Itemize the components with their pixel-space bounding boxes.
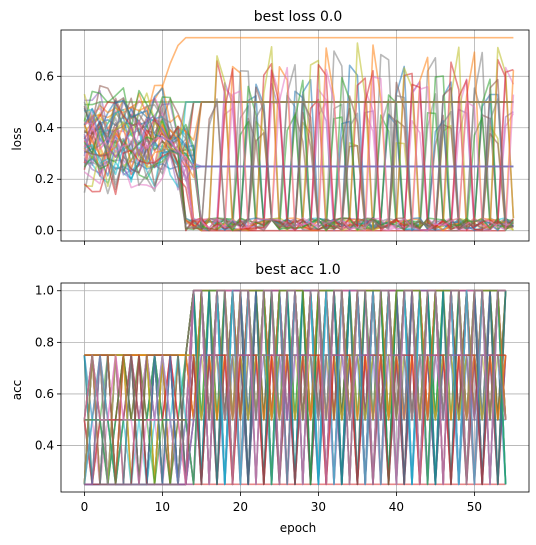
series-line xyxy=(83,36,514,134)
y-tick-label: 0.4 xyxy=(35,439,54,453)
x-tick-label: 30 xyxy=(311,500,326,514)
series-line xyxy=(84,66,515,231)
y-tick-label: 0.2 xyxy=(35,172,54,186)
top-chart-title: best loss 0.0 xyxy=(254,9,343,25)
y-tick-label: 0.0 xyxy=(35,224,54,238)
x-tick-label: 20 xyxy=(233,500,248,514)
series-lines xyxy=(83,289,507,486)
x-tick-label: 0 xyxy=(81,500,89,514)
series-line xyxy=(83,289,506,486)
y-tick-label: 0.6 xyxy=(35,387,54,401)
bottom-chart-xlabel: epoch xyxy=(280,521,317,535)
x-tick-label: 40 xyxy=(389,500,404,514)
x-tick-label: 10 xyxy=(155,500,170,514)
top-chart-ylabel: loss xyxy=(10,127,24,150)
x-tick-label: 50 xyxy=(467,500,482,514)
bottom-chart-ylabel: acc xyxy=(10,380,24,401)
bottom-chart-title: best acc 1.0 xyxy=(255,262,340,278)
top-chart-panel: 0.0 0.2 0.4 0.6 xyxy=(35,29,530,245)
series-line xyxy=(83,119,514,232)
series-line xyxy=(83,101,514,179)
y-tick-label: 0.4 xyxy=(35,121,54,135)
plot-frame xyxy=(60,282,530,493)
y-tick-label: 0.8 xyxy=(35,335,54,349)
y-tick-label: 1.0 xyxy=(35,284,54,298)
series-line xyxy=(84,93,514,231)
plot-frame xyxy=(60,29,530,242)
series-lines xyxy=(83,36,515,232)
y-tick-label: 0.6 xyxy=(35,69,54,83)
bottom-chart-panel: 0 10 20 30 40 50 0.4 0.6 0.8 1.0 xyxy=(35,282,530,514)
